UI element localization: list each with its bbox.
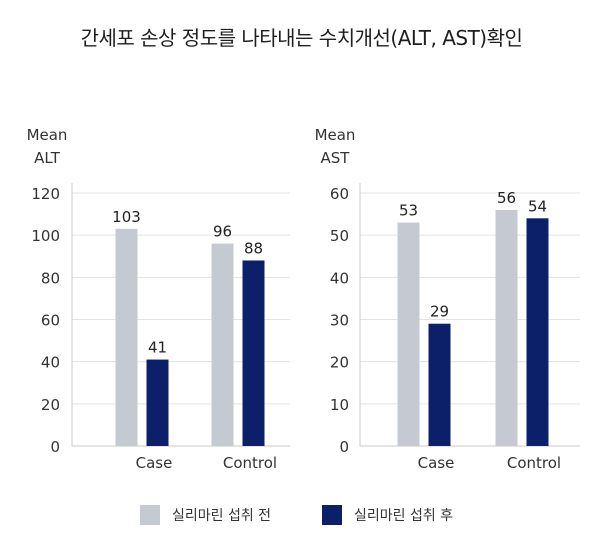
data-label: 56 — [497, 189, 516, 207]
data-label: 29 — [430, 303, 449, 321]
y-tick-label: 120 — [31, 185, 60, 203]
legend-item-before: 실리마린 섭취 전 — [140, 505, 271, 525]
data-label: 96 — [213, 223, 232, 241]
y-axis-title-line: AST — [321, 149, 351, 167]
y-tick-label: 50 — [330, 227, 349, 245]
legend-label-before: 실리마린 섭취 전 — [172, 508, 272, 524]
bar-case-after — [146, 359, 169, 446]
legend-swatch-before — [140, 505, 160, 525]
bar-control-before — [495, 209, 518, 446]
bar-control-after — [526, 218, 549, 446]
legend-item-after: 실리마린 섭취 후 — [322, 505, 453, 525]
y-tick-label: 40 — [41, 354, 60, 372]
data-label: 53 — [399, 202, 418, 220]
bar-control-before — [211, 243, 234, 446]
y-tick-label: 10 — [330, 396, 349, 414]
y-tick-label: 20 — [41, 396, 60, 414]
y-tick-label: 40 — [330, 269, 349, 287]
y-tick-label: 60 — [41, 312, 60, 330]
legend-label-after: 실리마린 섭취 후 — [354, 508, 454, 524]
x-category-label: Case — [418, 454, 455, 472]
bar-case-before — [397, 222, 420, 446]
charts-canvas: MeanALT02040608010012010341Case9688Contr… — [27, 126, 580, 472]
y-tick-label: 30 — [330, 312, 349, 330]
y-tick-label: 100 — [31, 227, 60, 245]
y-axis-title-line: ALT — [34, 149, 61, 167]
x-category-label: Control — [507, 454, 561, 472]
y-tick-label: 0 — [339, 438, 349, 456]
y-tick-label: 60 — [330, 185, 349, 203]
data-label: 88 — [244, 239, 263, 257]
y-tick-label: 80 — [41, 269, 60, 287]
y-tick-label: 20 — [330, 354, 349, 372]
x-category-label: Case — [136, 454, 173, 472]
data-label: 41 — [148, 339, 167, 357]
data-label: 103 — [112, 208, 141, 226]
y-axis-title-line: Mean — [315, 126, 356, 144]
chart-title: 간세포 손상 정도를 나타내는 수치개선(ALT, AST)확인 — [80, 26, 523, 50]
y-tick-label: 0 — [50, 438, 60, 456]
legend-swatch-after — [322, 505, 342, 525]
data-label: 54 — [528, 197, 547, 215]
bar-case-before — [115, 228, 138, 446]
bar-control-after — [242, 260, 265, 446]
bar-case-after — [428, 323, 451, 446]
y-axis-title-line: Mean — [27, 126, 68, 144]
x-category-label: Control — [223, 454, 277, 472]
